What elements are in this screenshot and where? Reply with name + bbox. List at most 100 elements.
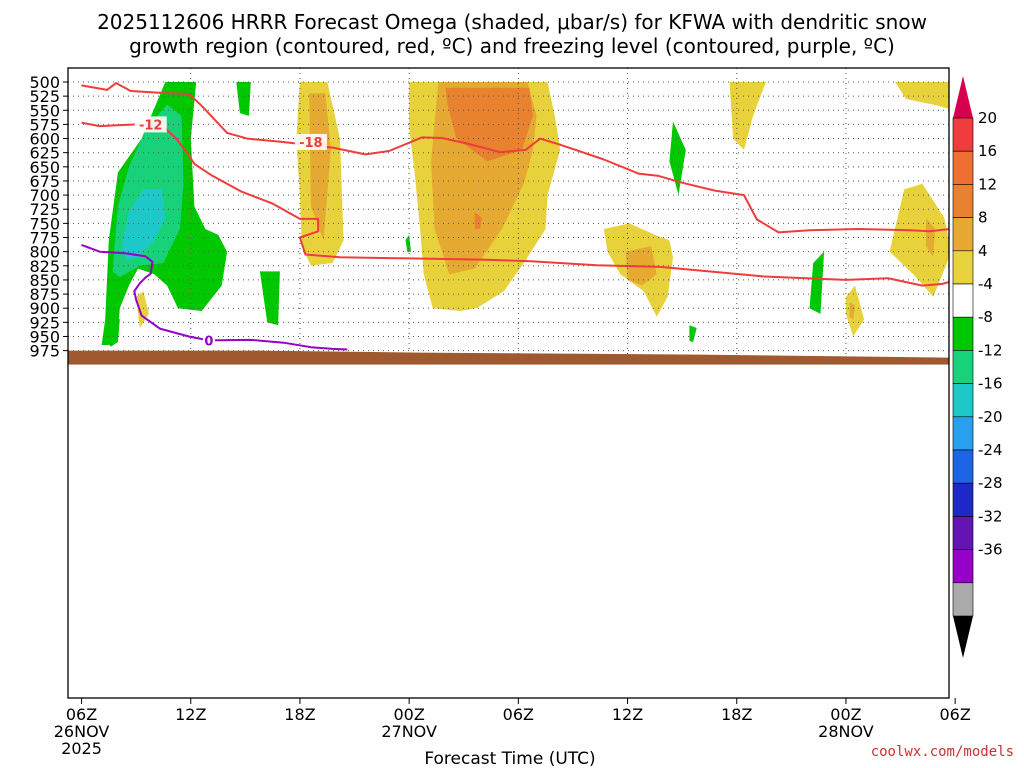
colorbar-segment xyxy=(952,416,974,451)
colorbar-segment xyxy=(952,217,974,252)
omega-region-13 xyxy=(729,82,766,150)
y-tick-label: 525 xyxy=(29,87,60,106)
colorbar-tick-label: 16 xyxy=(978,142,997,160)
colorbar-tick-label: -32 xyxy=(978,507,1003,525)
y-tick-label: 550 xyxy=(29,101,60,120)
omega-region-8 xyxy=(809,251,825,314)
colorbar-segment xyxy=(952,582,974,617)
colorbar-tick-label: -20 xyxy=(978,408,1003,426)
colorbar-segment xyxy=(952,150,974,185)
y-tick-label: 925 xyxy=(29,313,60,332)
colorbar-tick-label: -36 xyxy=(978,541,1003,559)
x-tick-year: 2025 xyxy=(61,739,102,758)
y-tick-label: 675 xyxy=(29,172,60,191)
colorbar-tick-label: 12 xyxy=(978,175,997,193)
y-tick-label: 775 xyxy=(29,229,60,248)
omega-region-24 xyxy=(474,212,482,229)
dgz-contour-label: -18 xyxy=(299,136,323,151)
dgz-contour-label: -12 xyxy=(139,118,163,133)
colorbar-cap-top xyxy=(953,76,973,118)
y-tick-label: 825 xyxy=(29,257,60,276)
omega-region-4 xyxy=(236,82,251,116)
omega-region-16 xyxy=(845,285,865,337)
colorbar-segment xyxy=(952,283,974,318)
terrain-layer xyxy=(68,350,949,698)
y-tick-label: 625 xyxy=(29,144,60,163)
colorbar-tick-label: -4 xyxy=(978,275,993,293)
y-tick-label: 500 xyxy=(29,73,60,92)
contours: -12 -18 0 xyxy=(81,82,949,351)
colorbar-segment xyxy=(952,184,974,218)
x-tick-label: 18Z xyxy=(721,705,752,724)
colorbar-segment xyxy=(952,516,974,550)
omega-region-5 xyxy=(259,271,280,326)
x-tick-date: 27NOV xyxy=(381,722,437,741)
omega-region-18 xyxy=(309,93,331,241)
y-tick-label: 575 xyxy=(29,115,60,134)
omega-region-3 xyxy=(105,311,120,347)
colorbar-segment xyxy=(952,250,974,285)
omega-region-7 xyxy=(689,325,697,343)
x-tick-label: 06Z xyxy=(939,705,970,724)
x-tick-label: 00Z xyxy=(830,705,861,724)
x-tick-label: 00Z xyxy=(393,705,424,724)
omega-region-6 xyxy=(669,121,686,196)
colorbar-tick-label: 20 xyxy=(978,109,997,127)
colorbar-tick-label: 8 xyxy=(978,209,988,227)
freezing-contour-label: 0 xyxy=(204,334,213,349)
chart-title-line1: 2025112606 HRRR Forecast Omega (shaded, … xyxy=(97,10,927,34)
colorbar-segment xyxy=(952,383,974,418)
y-tick-label: 850 xyxy=(29,271,60,290)
y-tick-label: 650 xyxy=(29,158,60,177)
x-tick-date: 28NOV xyxy=(818,722,874,741)
colorbar-segment xyxy=(952,117,974,152)
dgz-label-bg-1 xyxy=(294,133,327,150)
colorbar-segment xyxy=(952,482,974,517)
dgz-contour-1 xyxy=(81,82,949,234)
dgz-contour-0 xyxy=(81,121,949,287)
colorbar: 20 16 12 8 4 -4 -8 -12 -16 -20 -24 -28 -32 -36 xyxy=(952,76,1003,658)
omega-shading xyxy=(101,82,949,347)
colorbar-tick-label: -16 xyxy=(978,375,1003,393)
omega-region-9 xyxy=(405,234,411,252)
y-axis: 5005255505756006256506757007257507758008… xyxy=(29,73,68,361)
y-tick-label: 700 xyxy=(29,186,60,205)
colorbar-tick-label: -8 xyxy=(978,308,993,326)
y-tick-label: 600 xyxy=(29,130,60,149)
colorbar-segment xyxy=(952,549,974,584)
y-tick-label: 875 xyxy=(29,285,60,304)
x-tick-label: 06Z xyxy=(66,705,97,724)
x-tick-label: 18Z xyxy=(284,705,315,724)
credit-text[interactable]: coolwx.com/models xyxy=(871,744,1014,760)
x-tick-label: 12Z xyxy=(175,705,206,724)
y-tick-label: 900 xyxy=(29,299,60,318)
y-tick-label: 800 xyxy=(29,243,60,262)
y-tick-label: 975 xyxy=(29,342,60,361)
colorbar-segment xyxy=(952,350,974,384)
x-axis-title: Forecast Time (UTC) xyxy=(424,749,595,768)
terrain-gap xyxy=(68,364,949,698)
colorbar-tick-label: -24 xyxy=(978,441,1003,459)
omega-region-22 xyxy=(849,302,855,320)
colorbar-cap-bottom xyxy=(953,616,973,658)
omega-region-2 xyxy=(121,189,166,261)
plot-area: -12 -18 0 xyxy=(67,67,950,699)
freezing-contour xyxy=(81,243,348,351)
colorbar-tick-label: -28 xyxy=(978,474,1003,492)
x-tick-date: 26NOV xyxy=(54,722,110,741)
omega-region-21 xyxy=(926,217,936,258)
colorbar-tick-label: 4 xyxy=(978,242,988,260)
omega-region-15 xyxy=(889,183,949,297)
freezing-label-bg xyxy=(202,332,215,349)
colorbar-tick-label: -12 xyxy=(978,341,1003,359)
dgz-label-bg-0 xyxy=(134,116,167,133)
x-tick-label: 06Z xyxy=(503,705,534,724)
y-tick-label: 725 xyxy=(29,200,60,219)
colorbar-segment xyxy=(952,316,974,351)
y-tick-label: 950 xyxy=(29,327,60,346)
colorbar-segment xyxy=(952,449,974,484)
plot-frame xyxy=(67,67,950,699)
x-tick-label: 12Z xyxy=(612,705,643,724)
